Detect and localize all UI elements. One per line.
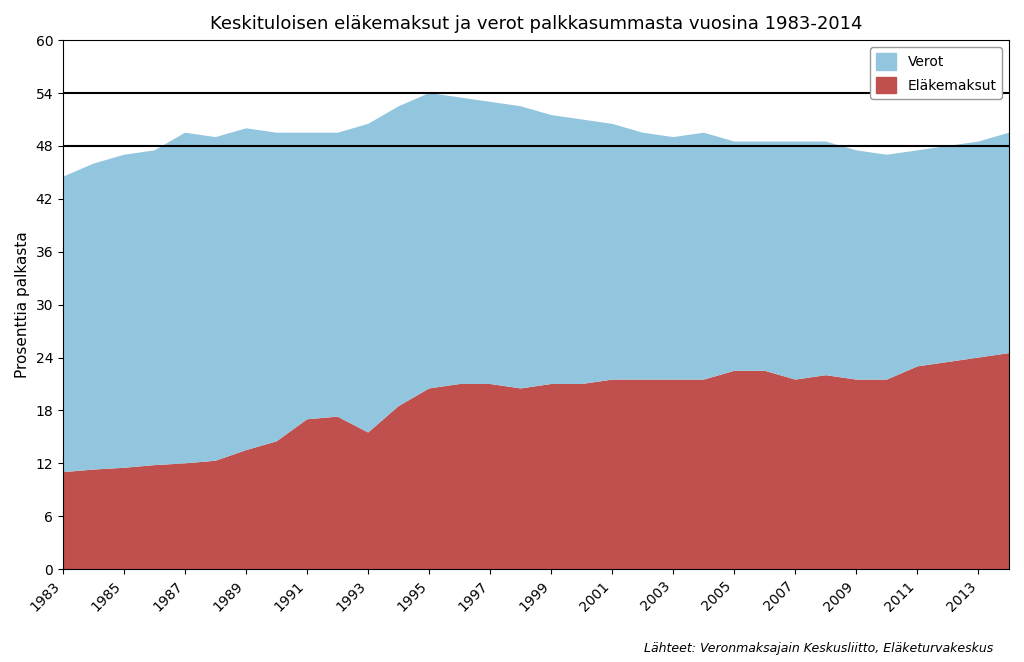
Y-axis label: Prosenttia palkasta: Prosenttia palkasta — [15, 231, 30, 378]
Text: Lähteet: Veronmaksajain Keskusliitto, Eläketurvakeskus: Lähteet: Veronmaksajain Keskusliitto, El… — [644, 642, 993, 655]
Legend: Verot, Eläkemaksut: Verot, Eläkemaksut — [870, 47, 1002, 99]
Title: Keskituloisen eläkemaksut ja verot palkkasummasta vuosina 1983-2014: Keskituloisen eläkemaksut ja verot palkk… — [210, 15, 862, 33]
